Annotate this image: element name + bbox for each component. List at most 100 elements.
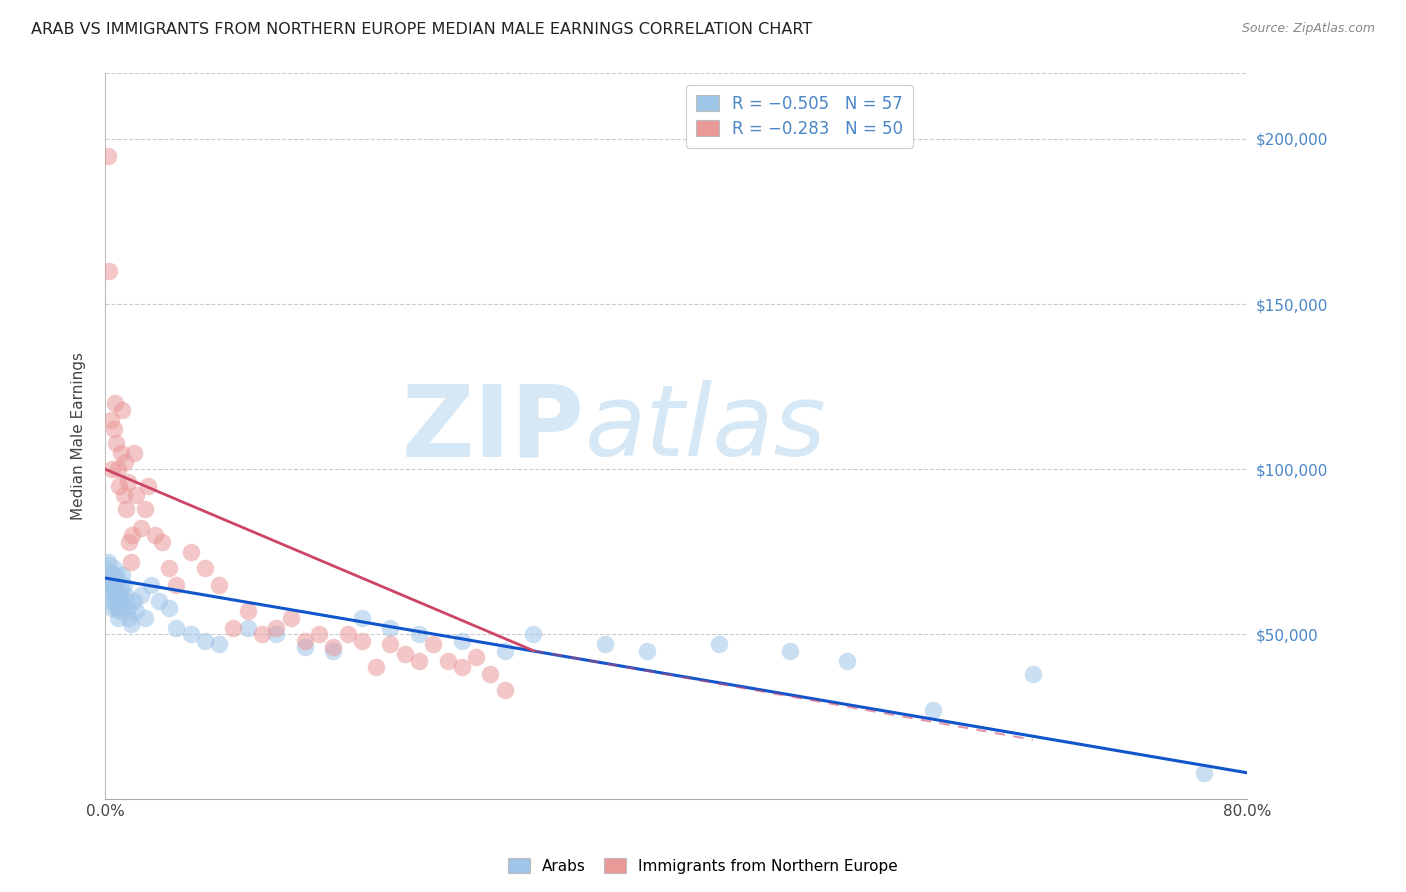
Point (101, 462, 124, 476)
Point (111, 567, 134, 582)
Text: atlas: atlas (585, 380, 827, 477)
Point (134, 501, 156, 516)
Point (148, 594, 170, 608)
Point (465, 650, 488, 665)
Point (1022, 666, 1045, 681)
Point (436, 653, 458, 667)
Point (636, 643, 658, 657)
Point (350, 633, 373, 648)
Point (134, 610, 156, 624)
Point (101, 581, 124, 595)
Point (208, 637, 231, 651)
Point (103, 567, 125, 582)
Point (593, 637, 616, 651)
Point (105, 600, 128, 615)
Point (103, 587, 125, 601)
Point (105, 435, 128, 450)
Point (380, 620, 402, 634)
Point (336, 627, 359, 641)
Point (108, 594, 131, 608)
Point (110, 594, 132, 608)
Point (451, 660, 474, 674)
Point (111, 402, 134, 417)
Point (266, 620, 288, 634)
Point (1192, 765, 1215, 780)
Point (236, 604, 259, 618)
Point (350, 610, 373, 624)
Point (108, 478, 131, 492)
Text: Source: ZipAtlas.com: Source: ZipAtlas.com (1241, 22, 1375, 36)
Point (837, 653, 859, 667)
Point (194, 561, 217, 575)
Point (105, 591, 128, 605)
Point (408, 627, 430, 641)
Point (118, 534, 141, 549)
Point (107, 462, 129, 476)
Point (108, 604, 131, 618)
Point (136, 478, 159, 492)
Point (117, 600, 139, 615)
Point (122, 594, 145, 608)
Point (451, 633, 474, 648)
Point (129, 521, 152, 535)
Point (922, 703, 945, 717)
Point (250, 627, 273, 641)
Point (129, 587, 152, 601)
Y-axis label: Median Male Earnings: Median Male Earnings (72, 352, 86, 520)
Point (366, 660, 388, 674)
Text: ARAB VS IMMIGRANTS FROM NORTHERN EUROPE MEDIAN MALE EARNINGS CORRELATION CHART: ARAB VS IMMIGRANTS FROM NORTHERN EUROPE … (31, 22, 813, 37)
Point (157, 600, 180, 615)
Point (494, 683, 516, 698)
Text: ZIP: ZIP (402, 380, 585, 477)
Point (98, 264, 121, 278)
Point (125, 604, 148, 618)
Point (115, 501, 138, 516)
Point (165, 620, 187, 634)
Point (104, 396, 127, 410)
Point (100, 594, 122, 608)
Point (422, 637, 444, 651)
Point (522, 627, 544, 641)
Point (222, 620, 245, 634)
Point (110, 581, 132, 595)
Point (112, 488, 135, 502)
Point (97, 148, 120, 162)
Point (494, 643, 516, 657)
Point (115, 594, 138, 608)
Point (101, 600, 124, 615)
Point (107, 610, 129, 624)
Point (380, 637, 402, 651)
Point (322, 640, 344, 655)
Point (100, 577, 122, 591)
Point (408, 653, 430, 667)
Point (117, 475, 139, 490)
Point (280, 610, 302, 624)
Point (97, 574, 120, 589)
Point (114, 587, 136, 601)
Point (707, 637, 730, 651)
Point (98, 584, 121, 599)
Point (120, 554, 142, 568)
Point (100, 412, 122, 426)
Point (236, 620, 259, 634)
Point (165, 577, 187, 591)
Point (266, 627, 288, 641)
Point (96, 567, 118, 582)
Point (110, 445, 132, 459)
Point (779, 643, 801, 657)
Point (121, 528, 143, 542)
Point (208, 577, 231, 591)
Point (122, 445, 145, 459)
Point (180, 627, 202, 641)
Point (308, 627, 330, 641)
Point (157, 561, 180, 575)
Point (294, 633, 316, 648)
Point (180, 544, 202, 558)
Point (112, 577, 135, 591)
Point (114, 455, 136, 469)
Point (125, 488, 148, 502)
Point (118, 610, 141, 624)
Point (294, 640, 316, 655)
Point (150, 534, 173, 549)
Point (139, 577, 162, 591)
